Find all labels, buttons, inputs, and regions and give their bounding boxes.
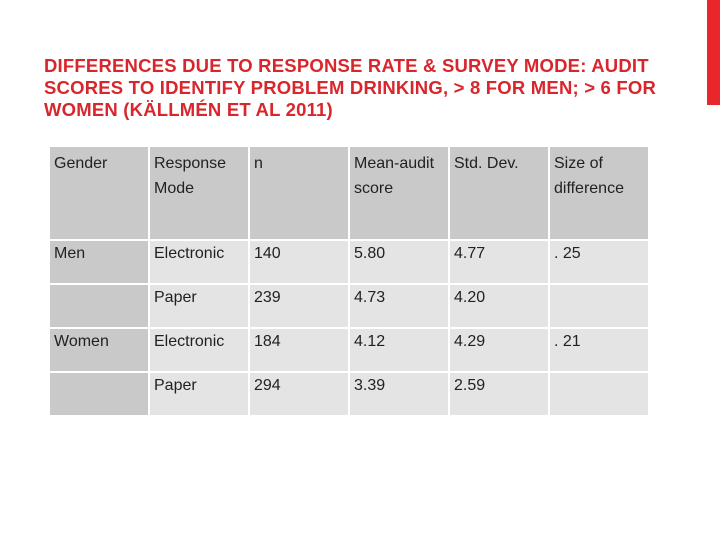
cell-gender — [50, 285, 148, 327]
cell-gender: Women — [50, 329, 148, 371]
header-cell-mean-audit-score: Mean-audit score — [350, 147, 448, 239]
cell-std-dev: 4.77 — [450, 241, 548, 283]
header-cell-response-mode: Response Mode — [150, 147, 248, 239]
header-cell-std-dev: Std. Dev. — [450, 147, 548, 239]
cell-gender — [50, 373, 148, 415]
cell-n: 239 — [250, 285, 348, 327]
cell-size-of-difference: . 21 — [550, 329, 648, 371]
table-row: Women Electronic 184 4.12 4.29 . 21 — [50, 329, 648, 371]
header-cell-size-of-difference: Size of difference — [550, 147, 648, 239]
accent-bar — [707, 0, 720, 105]
cell-response-mode: Electronic — [150, 329, 248, 371]
table-row: Men Electronic 140 5.80 4.77 . 25 — [50, 241, 648, 283]
cell-response-mode: Paper — [150, 285, 248, 327]
cell-std-dev: 4.20 — [450, 285, 548, 327]
table-row: Paper 294 3.39 2.59 — [50, 373, 648, 415]
cell-mean-audit-score: 5.80 — [350, 241, 448, 283]
cell-n: 294 — [250, 373, 348, 415]
table-row: Paper 239 4.73 4.20 — [50, 285, 648, 327]
cell-mean-audit-score: 3.39 — [350, 373, 448, 415]
cell-size-of-difference: . 25 — [550, 241, 648, 283]
table-header-row: Gender Response Mode n Mean-audit score … — [50, 147, 648, 239]
cell-mean-audit-score: 4.73 — [350, 285, 448, 327]
cell-n: 184 — [250, 329, 348, 371]
cell-std-dev: 4.29 — [450, 329, 548, 371]
cell-response-mode: Electronic — [150, 241, 248, 283]
cell-mean-audit-score: 4.12 — [350, 329, 448, 371]
slide-title: DIFFERENCES DUE TO RESPONSE RATE & SURVE… — [44, 55, 657, 120]
header-cell-gender: Gender — [50, 147, 148, 239]
cell-gender: Men — [50, 241, 148, 283]
cell-size-of-difference — [550, 285, 648, 327]
cell-response-mode: Paper — [150, 373, 248, 415]
cell-std-dev: 2.59 — [450, 373, 548, 415]
cell-size-of-difference — [550, 373, 648, 415]
header-cell-n: n — [250, 147, 348, 239]
data-table: Gender Response Mode n Mean-audit score … — [48, 145, 650, 417]
cell-n: 140 — [250, 241, 348, 283]
